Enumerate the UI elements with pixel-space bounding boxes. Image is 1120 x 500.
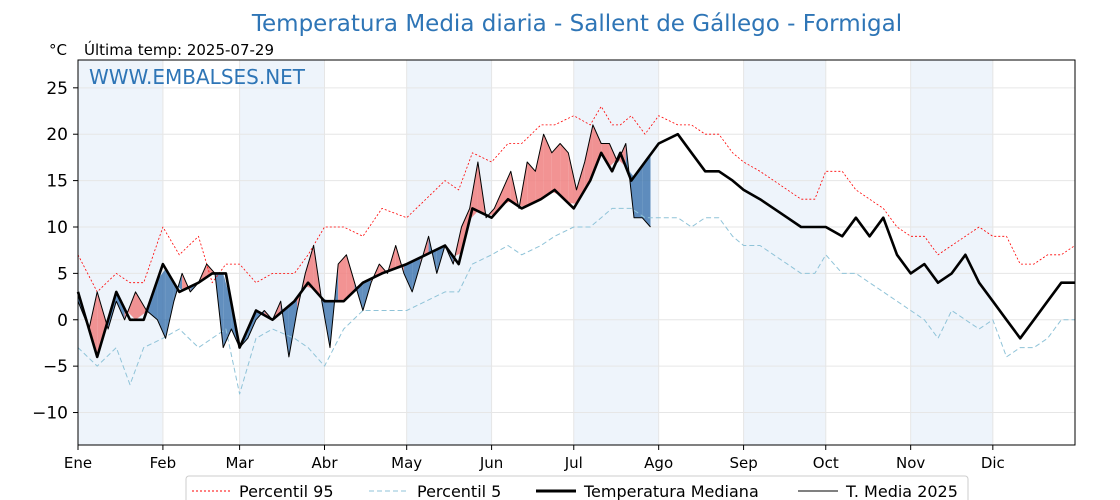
x-tick-label: Mar [225, 454, 254, 472]
fill-below-median [157, 268, 166, 339]
series-lines [76, 106, 1076, 395]
x-tick-label: Feb [150, 454, 177, 472]
y-tick-label: 25 [46, 79, 68, 99]
fill-below-median [165, 268, 174, 339]
y-tick-label: 0 [57, 311, 68, 331]
watermark: WWW.EMBALSES.NET [89, 65, 306, 89]
series-line-p95 [77, 106, 1076, 293]
fill-above-median [535, 134, 544, 202]
y-axis: −10 −5 0 5 10 15 20 25 [32, 79, 78, 424]
fill-above-median [568, 152, 577, 204]
fill-above-median [560, 143, 569, 204]
fill-above-median [135, 291, 147, 320]
y-tick-label: 10 [46, 218, 68, 238]
x-tick-label: Oct [813, 454, 839, 472]
x-tick-label: May [391, 454, 422, 472]
month-band [239, 60, 325, 445]
y-tick-label: 5 [57, 264, 68, 284]
fill-above-median [89, 291, 98, 357]
chart-title: Temperatura Media diaria - Sallent de Gá… [251, 11, 902, 37]
legend-label-current: T. Media 2025 [845, 482, 958, 500]
x-tick-label: Abr [312, 454, 339, 472]
fill-above-median [346, 254, 355, 299]
fill-below-median [288, 297, 298, 357]
x-axis: Ene Feb Mar Abr May Jun Jul Ago Sep Oct Nov Dic [64, 445, 1005, 472]
month-bands [78, 60, 993, 445]
x-tick-label: Jun [479, 454, 503, 472]
fill-above-median [494, 189, 503, 215]
gridlines [77, 60, 1075, 445]
x-tick-label: Ene [64, 454, 92, 472]
fill-above-median [338, 254, 347, 302]
unit-label: °C [49, 41, 67, 59]
month-band [573, 60, 659, 445]
fill-below-median [642, 154, 651, 227]
month-band [743, 60, 826, 445]
fill-above-median [502, 171, 511, 206]
fill-below-median [634, 165, 643, 218]
legend: Percentil 95 Percentil 5 Temperatura Med… [185, 475, 969, 500]
fill-below-median [223, 273, 232, 348]
legend-label-p95: Percentil 95 [239, 482, 334, 500]
x-tick-label: Ago [644, 454, 673, 472]
y-tick-label: 15 [46, 172, 68, 192]
legend-label-p5: Percentil 5 [417, 482, 501, 500]
fill-below-median [403, 261, 413, 292]
fill-above-median [543, 134, 552, 198]
month-band [910, 60, 993, 445]
fill-above-median [97, 291, 109, 357]
fill-above-median [527, 162, 536, 206]
legend-label-median: Temperatura Mediana [583, 482, 759, 500]
x-tick-label: Dic [981, 454, 1005, 472]
fill-above-median [584, 124, 593, 190]
last-temp-label: Última temp: 2025-07-29 [84, 40, 274, 59]
plot-frame [77, 59, 1076, 446]
fill-above-median [592, 124, 602, 174]
fill-above-median [551, 143, 561, 196]
y-tick-label: −10 [32, 404, 68, 424]
legend-box [185, 475, 969, 500]
series-line-p5 [77, 207, 1075, 395]
y-tick-label: −5 [43, 357, 68, 377]
month-band [78, 60, 163, 445]
series-line-current [77, 124, 651, 358]
x-tick-label: Sep [729, 454, 757, 472]
fill-above-median [305, 245, 314, 289]
series-line-median [76, 132, 1075, 359]
y-tick-label: 20 [46, 125, 68, 145]
x-tick-label: Jul [564, 454, 583, 472]
x-tick-label: Nov [896, 454, 925, 472]
